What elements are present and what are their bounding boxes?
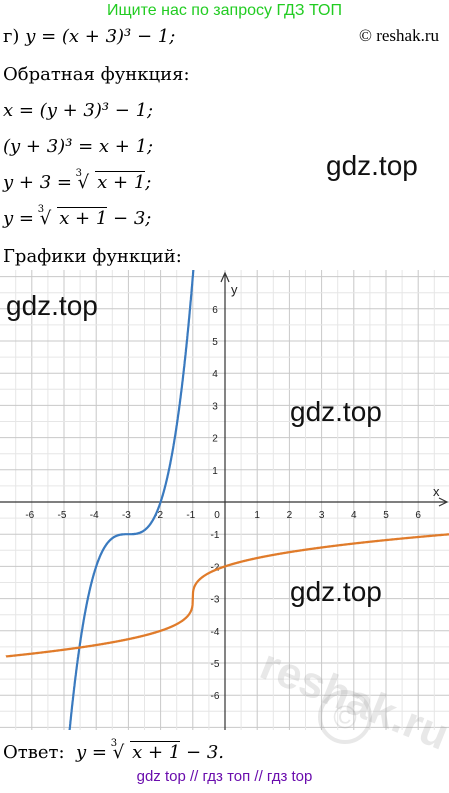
radicand: x + 1 [57,207,108,229]
y-tick-label: -3 [211,595,220,606]
source-credit: © reshak.ru [359,26,439,45]
x-tick-label: -4 [90,510,99,521]
answer: Ответ: y = 3 √ x + 1 − 3. [3,738,225,763]
curves [5,270,449,730]
cubic-curve [68,270,195,730]
x-tick-label: -6 [25,510,34,521]
cube-root-curve [5,533,449,658]
y-tick-label: 5 [212,337,218,348]
task-letter: г) [3,26,26,47]
x-tick-label: 6 [415,510,421,521]
graphs-heading: Графики функций: [3,246,182,267]
y-tick-label: 3 [212,401,218,412]
watermark-gdz: gdz.top [290,576,382,607]
root-index: 3 [75,168,83,179]
step-1: x = (y + 3)³ − 1; [3,100,154,121]
radicand: x + 1 [130,741,181,763]
step-4-end: − 3; [107,208,152,229]
y-tick-label: 6 [212,305,218,316]
y-tick-label: -4 [211,627,220,638]
x-axis-arrow [438,497,449,507]
cube-root: 3 √ x + 1 [37,204,108,229]
x-tick-label: 5 [383,510,389,521]
axes [0,271,449,730]
tick-labels: -6 -5 -4 -3 -2 -1 0 1 2 3 4 5 6 6 5 4 3 2 1 -1 -2 -3 -4 -5 -6 [25,305,421,702]
answer-left: y = [75,742,113,763]
x-axis-label: x [433,484,440,499]
y-tick-label: 1 [212,466,218,477]
function-formula: y = (x + 3)³ − 1; [25,26,176,47]
root-index: 3 [37,204,45,215]
y-tick-label: 4 [212,369,218,380]
watermark-gdz: gdz.top [6,290,98,321]
answer-label: Ответ: [3,742,65,763]
x-tick-label: -5 [58,510,67,521]
x-tick-label: 4 [351,510,357,521]
radicand: x + 1 [95,171,146,193]
x-tick-label: 0 [214,510,220,521]
x-tick-label: -1 [186,510,195,521]
y-tick-label: 2 [212,434,218,445]
cube-root: 3 √ x + 1 [75,168,146,193]
footer-links: gdz top // гдз топ // гдз top [136,768,313,785]
step-3-left: y + 3 = [3,172,78,193]
x-tick-label: -3 [122,510,131,521]
gdz-banner: Ищите нас по запросу ГДЗ ТОП [107,2,342,19]
y-tick-label: -1 [211,530,220,541]
step-3-end: ; [145,172,152,193]
y-axis-arrow [220,271,230,283]
step-4: y = 3 √ x + 1 − 3; [3,204,152,229]
cube-root: 3 √ x + 1 [110,738,181,763]
copyright-icon: © [318,690,372,744]
step-3: y + 3 = 3 √ x + 1; [3,168,152,193]
answer-end: − 3. [180,742,225,763]
y-tick-label: -2 [211,562,220,573]
task-line-1: г) y = (x + 3)³ − 1; [3,26,175,47]
watermark-gdz: gdz.top [326,150,418,181]
step-2: (y + 3)³ = x + 1; [3,136,154,157]
inverse-heading: Обратная функция: [3,64,190,85]
y-tick-label: -6 [211,691,220,702]
x-tick-label: 2 [287,510,293,521]
y-tick-label: -5 [211,659,220,670]
root-index: 3 [110,738,118,749]
x-tick-label: 1 [254,510,260,521]
step-4-left: y = [3,208,40,229]
y-axis-label: y [231,282,238,297]
x-tick-label: -2 [154,510,163,521]
watermark-gdz: gdz.top [290,396,382,427]
x-tick-label: 3 [319,510,325,521]
